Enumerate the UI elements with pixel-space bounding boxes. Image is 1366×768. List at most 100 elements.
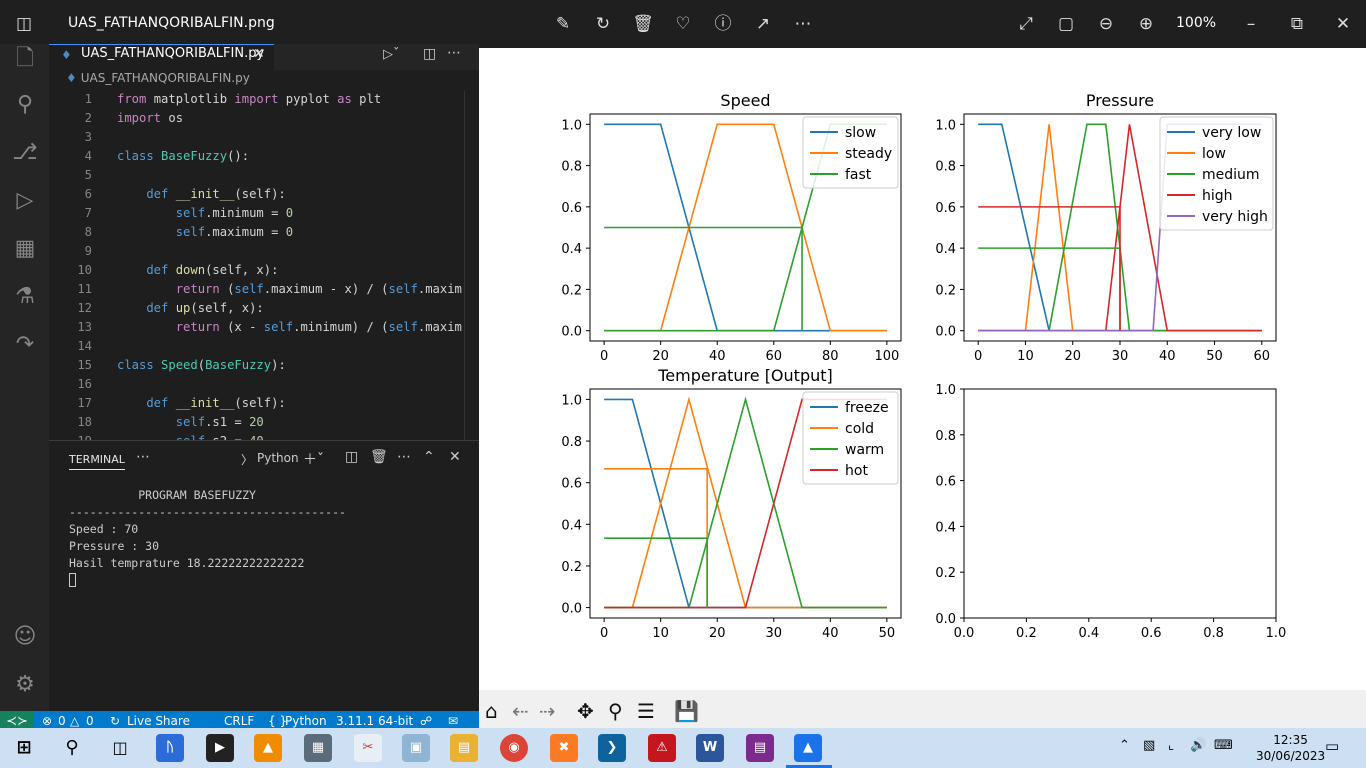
code-line[interactable]: 5 [49, 166, 479, 185]
minimize-icon[interactable]: – [1246, 14, 1256, 34]
rotate-icon[interactable]: ↻ [595, 14, 611, 34]
code-line[interactable]: 18 self.s1 = 20 [49, 413, 479, 432]
code-line[interactable]: 14 [49, 337, 479, 356]
maximize-panel-icon[interactable]: ⌃ [423, 449, 435, 465]
more-options-icon[interactable]: ⋯ [794, 14, 812, 34]
code-line[interactable]: 8 self.maximum = 0 [49, 223, 479, 242]
testing-flask-icon[interactable]: ⚗ [15, 284, 35, 309]
keyboard-icon[interactable]: ⌨ [1214, 738, 1233, 753]
wifi-icon[interactable]: ⌞ [1168, 738, 1175, 753]
media-player-icon[interactable]: ▶ [206, 734, 234, 762]
calculator-icon[interactable]: ▦ [304, 734, 332, 762]
favorite-heart-icon[interactable]: ♡ [675, 14, 691, 34]
run-file-icon[interactable]: ▷ˇ [383, 47, 400, 62]
close-window-icon[interactable]: ✕ [1335, 14, 1351, 34]
code-line[interactable]: 6 def __init__(self): [49, 185, 479, 204]
notifications-icon[interactable]: ▭ [1325, 737, 1340, 755]
search-icon[interactable]: ⚲ [16, 92, 34, 117]
save-figure-icon[interactable]: 💾 [674, 699, 699, 723]
xampp-icon[interactable]: ✖ [550, 734, 578, 762]
code-line[interactable]: 15 class Speed(BaseFuzzy): [49, 356, 479, 375]
vlc-icon[interactable]: ▲ [254, 734, 282, 762]
warning-icon[interactable]: △ [70, 714, 80, 728]
terminal-output[interactable]: PROGRAM BASEFUZZY ----------------------… [69, 488, 346, 570]
back-arrow-icon[interactable]: ⇠ [512, 699, 529, 723]
code-line[interactable]: 10 def down(self, x): [49, 261, 479, 280]
editor-tab[interactable]: ♦ UAS_FATHANQORIBALFIN.py ✕ [49, 44, 274, 70]
code-line[interactable]: 13 return (x - self.minimum) / (self.max… [49, 318, 479, 337]
zoom-in-icon[interactable]: ⊕ [1138, 14, 1154, 34]
file-explorer-icon[interactable]: ▤ [450, 734, 478, 762]
remote-indicator-icon[interactable]: ≺≻ [0, 711, 34, 732]
live-share-label[interactable]: Live Share [127, 714, 190, 728]
pan-move-icon[interactable]: ✥ [577, 699, 594, 723]
zoom-magnifier-icon[interactable]: ⚲ [608, 699, 623, 723]
info-icon[interactable]: ⓘ [714, 14, 732, 34]
network-icon[interactable]: ▧ [1143, 738, 1156, 753]
chrome-icon[interactable]: ◉ [500, 734, 528, 762]
source-control-icon[interactable]: ⎇ [12, 140, 38, 165]
terminal-shell-name[interactable]: Python [257, 451, 299, 465]
code-line[interactable]: 2 import os [49, 109, 479, 128]
search-icon[interactable]: ⚲ [65, 737, 79, 758]
close-panel-icon[interactable]: ✕ [449, 449, 461, 465]
breadcrumb-file[interactable]: UAS_FATHANQORIBALFIN.py [80, 71, 250, 85]
start-windows-icon[interactable]: ⊞ [16, 737, 32, 758]
fullscreen-icon[interactable]: ⤢ [1019, 14, 1033, 34]
run-debug-icon[interactable]: ▷ [16, 188, 34, 213]
new-terminal-icon[interactable]: ＋ˇ [303, 452, 324, 468]
snipping-tool-icon[interactable]: ✂ [354, 734, 382, 762]
forward-arrow-icon[interactable]: ⇢ [539, 699, 556, 723]
code-line[interactable]: 17 def __init__(self): [49, 394, 479, 413]
tab-terminal[interactable]: TERMINAL [69, 453, 125, 470]
split-terminal-icon[interactable]: ◫ [345, 449, 359, 465]
system-clock[interactable]: 12:35 30/06/2023 [1256, 732, 1325, 764]
panel-more-icon[interactable]: ⋯ [136, 449, 150, 465]
live-share-icon[interactable]: ↻ [110, 714, 121, 728]
editor-more-icon[interactable]: ⋯ [447, 45, 461, 61]
code-line[interactable]: 19 self.s2 = 40 [49, 432, 479, 440]
explorer-icon[interactable]: 🗋 [16, 46, 34, 71]
code-editor[interactable]: 1 from matplotlib import pyplot as plt 2 im… [49, 90, 479, 440]
breadcrumb[interactable]: ♦ UAS_FATHANQORIBALFIN.py [66, 71, 250, 85]
zoom-level[interactable]: 100% [1176, 15, 1217, 31]
warning-count[interactable]: 0 [86, 714, 94, 728]
code-line[interactable]: 11 return (self.maximum - x) / (self.max… [49, 280, 479, 299]
winrar-icon[interactable]: ▤ [746, 734, 774, 762]
delete-icon[interactable]: 🗑 [632, 14, 654, 34]
minimap[interactable] [464, 91, 478, 441]
code-line[interactable]: 4 class BaseFuzzy(): [49, 147, 479, 166]
remote-explorer-icon[interactable]: ↷ [15, 332, 35, 357]
vscode-taskbar-icon[interactable]: ❯ [598, 734, 626, 762]
word-icon[interactable]: W [696, 734, 724, 762]
python-interpreter[interactable]: 3.11.1 64-bit [336, 714, 414, 728]
code-line[interactable]: 12 def up(self, x): [49, 299, 479, 318]
code-line[interactable]: 7 self.minimum = 0 [49, 204, 479, 223]
volume-icon[interactable]: 🔊 [1190, 738, 1207, 753]
configure-subplots-icon[interactable]: ☰ [637, 699, 655, 723]
language-mode[interactable]: Python [285, 714, 327, 728]
error-count[interactable]: 0 [58, 714, 66, 728]
share-icon[interactable]: ↗ [755, 14, 771, 34]
code-line[interactable]: 16 [49, 375, 479, 394]
zoom-out-icon[interactable]: ⊖ [1098, 14, 1114, 34]
extensions-icon[interactable]: ▦ [14, 236, 36, 261]
code-line[interactable]: 9 [49, 242, 479, 261]
kill-terminal-icon[interactable]: 🗑 [370, 449, 388, 465]
error-icon[interactable]: ⊗ [42, 714, 53, 728]
photos-taskbar-icon[interactable]: ▲ [794, 734, 822, 762]
fit-window-icon[interactable]: ▢ [1057, 14, 1075, 34]
close-tab-icon[interactable]: ✕ [253, 46, 265, 62]
code-line[interactable]: 3 [49, 128, 479, 147]
edit-image-icon[interactable]: ✎ [555, 14, 571, 34]
feedback-icon[interactable]: ☍ [420, 714, 433, 728]
settings-gear-icon[interactable]: ⚙ [15, 672, 35, 697]
code-line[interactable]: 1 from matplotlib import pyplot as plt [49, 90, 479, 109]
split-editor-icon[interactable]: ◫ [423, 46, 437, 62]
accounts-icon[interactable]: ☺ [13, 624, 37, 649]
bluetooth-app-icon[interactable]: ᚢ [156, 734, 184, 762]
home-icon[interactable]: ⌂ [485, 699, 498, 723]
show-hidden-icons[interactable]: ⌃ [1119, 738, 1130, 753]
restore-icon[interactable]: ⧉ [1290, 14, 1304, 34]
notepad-app-icon[interactable]: ▣ [402, 734, 430, 762]
